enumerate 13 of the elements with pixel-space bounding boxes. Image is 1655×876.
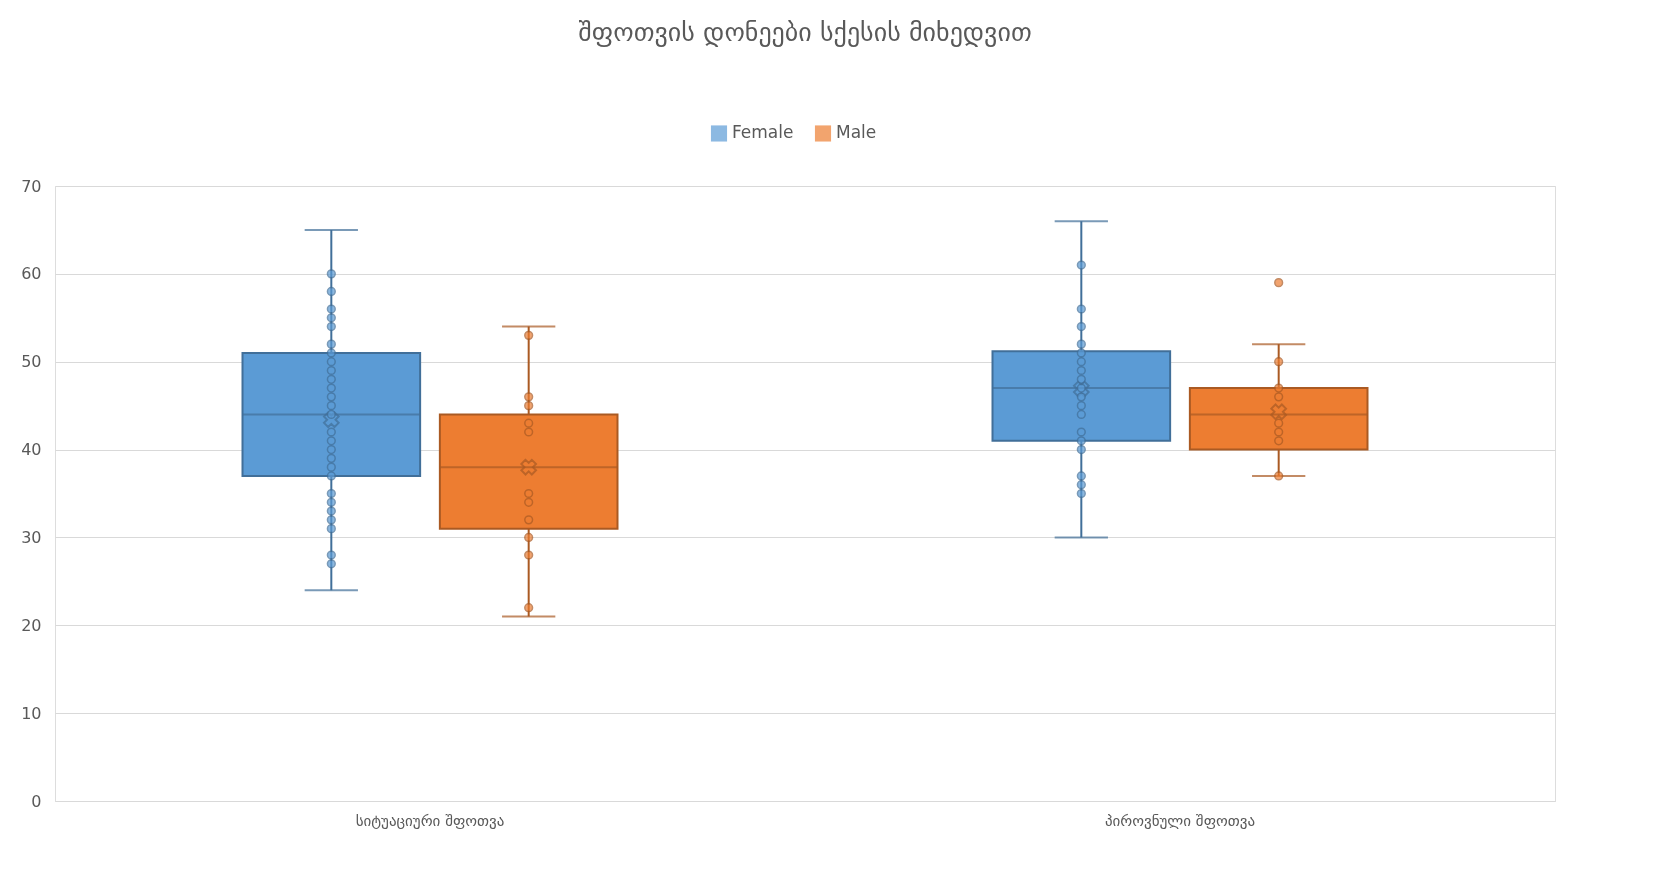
- y-tick-label: 50: [21, 352, 42, 372]
- y-tick-label: 60: [21, 264, 42, 284]
- chart-title: შფოთვის დონეები სქესის მიხედვით: [578, 17, 1032, 47]
- legend-label: Female: [732, 122, 794, 143]
- y-tick-label: 0: [31, 791, 42, 811]
- y-tick-label: 70: [21, 176, 42, 196]
- y-tick-label: 30: [21, 527, 42, 547]
- y-tick-label: 20: [21, 615, 42, 635]
- legend-label: Male: [836, 122, 877, 143]
- y-tick-label: 10: [21, 703, 42, 723]
- x-tick-label: პიროვნული შფოთვა: [1104, 811, 1256, 830]
- y-tick-label: 40: [21, 440, 42, 460]
- x-tick-label: სიტუაციური შფოთვა: [355, 811, 505, 830]
